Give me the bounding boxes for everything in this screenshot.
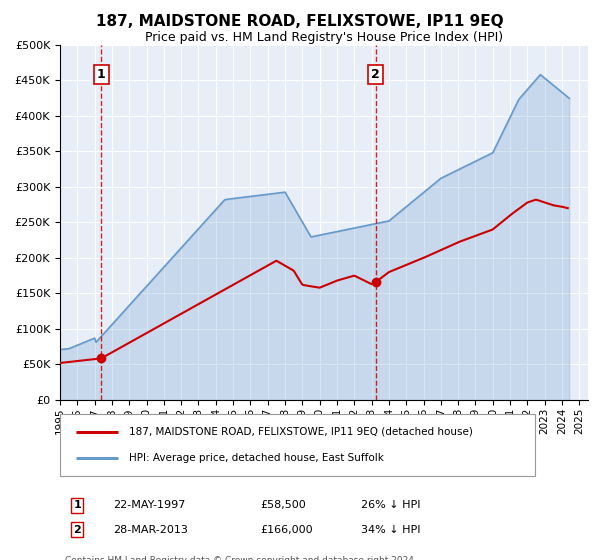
- FancyBboxPatch shape: [60, 414, 535, 477]
- Text: 1: 1: [97, 68, 106, 81]
- Text: Contains HM Land Registry data © Crown copyright and database right 2024.: Contains HM Land Registry data © Crown c…: [65, 556, 417, 560]
- Title: Price paid vs. HM Land Registry's House Price Index (HPI): Price paid vs. HM Land Registry's House …: [145, 31, 503, 44]
- Text: 22-MAY-1997: 22-MAY-1997: [113, 500, 185, 510]
- Text: 1: 1: [73, 500, 81, 510]
- Text: HPI: Average price, detached house, East Suffolk: HPI: Average price, detached house, East…: [128, 453, 383, 463]
- Text: 2: 2: [371, 68, 380, 81]
- Text: £58,500: £58,500: [260, 500, 307, 510]
- Text: 34% ↓ HPI: 34% ↓ HPI: [361, 525, 421, 535]
- Text: 28-MAR-2013: 28-MAR-2013: [113, 525, 188, 535]
- Text: 187, MAIDSTONE ROAD, FELIXSTOWE, IP11 9EQ: 187, MAIDSTONE ROAD, FELIXSTOWE, IP11 9E…: [96, 14, 504, 29]
- Text: 187, MAIDSTONE ROAD, FELIXSTOWE, IP11 9EQ (detached house): 187, MAIDSTONE ROAD, FELIXSTOWE, IP11 9E…: [128, 427, 473, 437]
- Text: £166,000: £166,000: [260, 525, 313, 535]
- Text: 2: 2: [73, 525, 81, 535]
- Text: 26% ↓ HPI: 26% ↓ HPI: [361, 500, 421, 510]
